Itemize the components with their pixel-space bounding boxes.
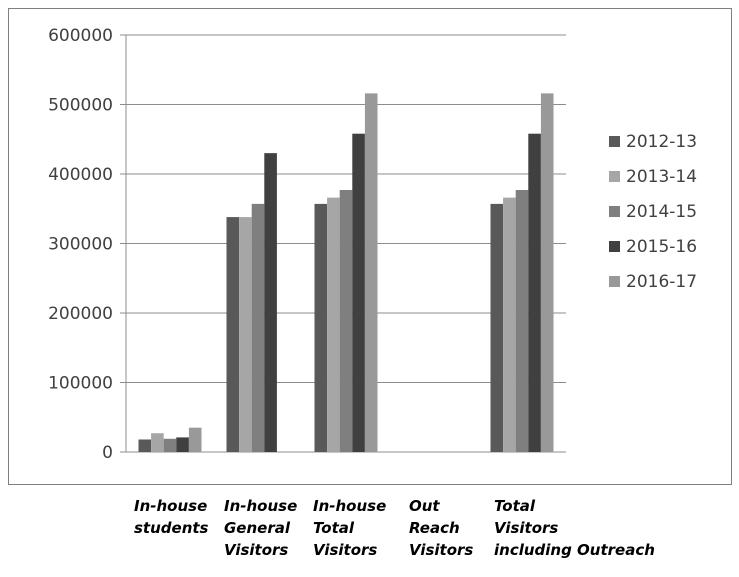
bar (352, 133, 365, 452)
bar (163, 438, 177, 452)
x-category-label: Out Reach Visitors (409, 497, 474, 559)
bar (151, 433, 164, 452)
y-tick-label: 200000 (48, 304, 113, 324)
y-tick-label: 300000 (48, 235, 113, 255)
legend-swatch (609, 171, 620, 182)
chart-frame: 0 100000 200000 300000 400000 500000 600000 201… (8, 8, 732, 485)
bar (339, 189, 353, 453)
y-tick-label: 100000 (48, 374, 113, 394)
legend-label: 2016-17 (626, 272, 697, 292)
bar (251, 203, 265, 452)
bar (176, 437, 189, 452)
bar (364, 93, 378, 452)
bar (327, 197, 340, 452)
legend-swatch (609, 136, 620, 147)
x-category-label: Total Visitors including Outreach (494, 497, 655, 559)
y-tick-label: 0 (102, 443, 113, 463)
bar (314, 203, 328, 452)
bar (138, 439, 152, 452)
chart-plot: 0 100000 200000 300000 400000 500000 600000 201… (48, 26, 697, 463)
x-category-label: In-house students (134, 497, 209, 537)
bar (503, 197, 516, 452)
y-tick-label: 600000 (48, 26, 113, 46)
legend-label: 2015-16 (626, 237, 697, 257)
bar (515, 189, 529, 453)
bar (188, 427, 202, 452)
legend-label: 2012-13 (626, 132, 697, 152)
x-category-label: In-house General Visitors (224, 497, 298, 559)
legend-swatch (609, 241, 620, 252)
legend-swatch (609, 276, 620, 287)
bar (528, 133, 541, 452)
y-tick-label: 400000 (48, 165, 113, 185)
y-tick-label: 500000 (48, 96, 113, 116)
bar (226, 217, 240, 452)
bar (239, 217, 252, 452)
bar (264, 153, 277, 452)
legend-label: 2014-15 (626, 202, 697, 222)
legend-label: 2013-14 (626, 167, 697, 187)
x-category-label: In-house Total Visitors (313, 497, 387, 559)
bar (540, 93, 554, 452)
legend-swatch (609, 206, 620, 217)
bar (490, 203, 504, 452)
